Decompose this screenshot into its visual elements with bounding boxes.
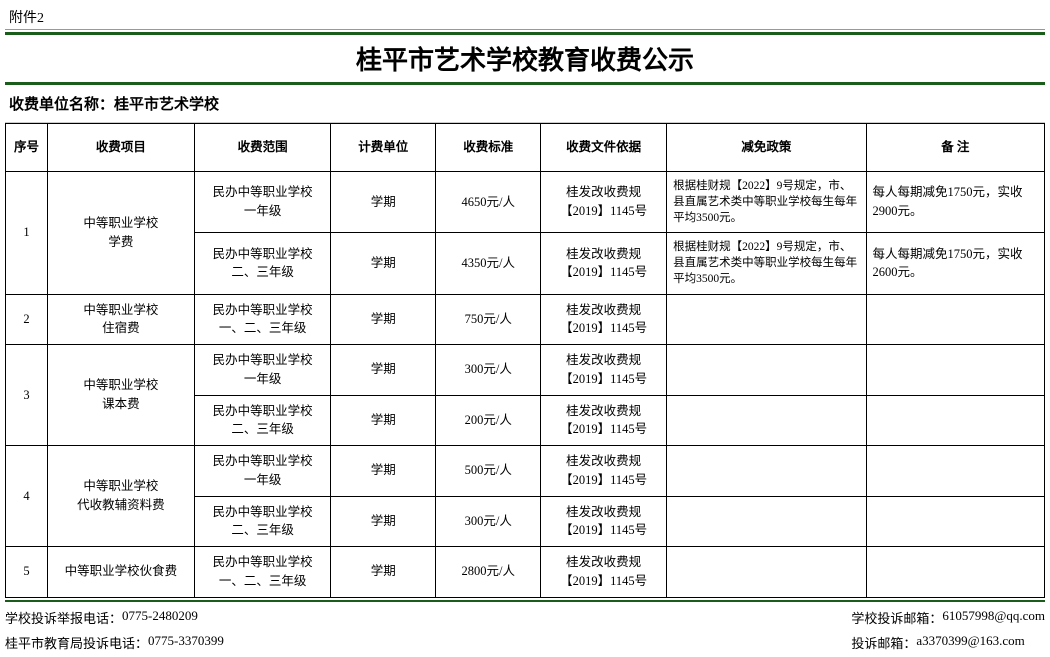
cell-remark [866, 496, 1044, 547]
cell-no: 5 [6, 547, 48, 598]
cell-policy [667, 446, 866, 497]
cell-scope: 民办中等职业学校 二、三年级 [194, 233, 330, 294]
cell-standard: 500元/人 [436, 446, 541, 497]
cell-item: 中等职业学校伙食费 [47, 547, 194, 598]
footer-row: 学校投诉举报电话：0775-2480209 [5, 608, 224, 627]
title-bar: 桂平市艺术学校教育收费公示 [5, 32, 1045, 85]
fee-table: 序号 收费项目 收费范围 计费单位 收费标准 收费文件依据 减免政策 备 注 1… [5, 123, 1045, 598]
cell-remark: 每人每期减免1750元，实收2900元。 [866, 172, 1044, 233]
cell-basis: 桂发改收费规 【2019】1145号 [541, 233, 667, 294]
cell-policy [667, 294, 866, 345]
cell-standard: 4350元/人 [436, 233, 541, 294]
footer-value: a3370399@163.com [916, 633, 1024, 652]
cell-policy [667, 547, 866, 598]
cell-basis: 桂发改收费规 【2019】1145号 [541, 547, 667, 598]
cell-standard: 2800元/人 [436, 547, 541, 598]
cell-unit: 学期 [331, 395, 436, 446]
cell-basis: 桂发改收费规 【2019】1145号 [541, 446, 667, 497]
unit-name-row: 收费单位名称：桂平市艺术学校 [5, 85, 1045, 123]
cell-scope: 民办中等职业学校 一年级 [194, 172, 330, 233]
th-standard: 收费标准 [436, 124, 541, 172]
cell-scope: 民办中等职业学校 一、二、三年级 [194, 547, 330, 598]
footer: 学校投诉举报电话：0775-2480209 桂平市教育局投诉电话：0775-337… [5, 600, 1045, 652]
cell-basis: 桂发改收费规 【2019】1145号 [541, 172, 667, 233]
cell-remark [866, 294, 1044, 345]
cell-scope: 民办中等职业学校 一年级 [194, 446, 330, 497]
footer-left: 学校投诉举报电话：0775-2480209 桂平市教育局投诉电话：0775-337… [5, 608, 224, 652]
cell-basis: 桂发改收费规 【2019】1145号 [541, 294, 667, 345]
cell-item: 中等职业学校 住宿费 [47, 294, 194, 345]
th-scope: 收费范围 [194, 124, 330, 172]
cell-standard: 200元/人 [436, 395, 541, 446]
cell-basis: 桂发改收费规 【2019】1145号 [541, 496, 667, 547]
footer-value: 0775-2480209 [122, 608, 198, 627]
cell-unit: 学期 [331, 345, 436, 396]
cell-basis: 桂发改收费规 【2019】1145号 [541, 345, 667, 396]
cell-unit: 学期 [331, 446, 436, 497]
unit-prefix: 收费单位名称： [9, 97, 114, 113]
cell-no: 1 [6, 172, 48, 295]
table-row: 5中等职业学校伙食费民办中等职业学校 一、二、三年级学期2800元/人桂发改收费… [6, 547, 1045, 598]
footer-label: 学校投诉举报电话： [5, 608, 122, 627]
cell-policy [667, 395, 866, 446]
cell-basis: 桂发改收费规 【2019】1145号 [541, 395, 667, 446]
cell-policy: 根据桂财规【2022】9号规定，市、县直属艺术类中等职业学校每生每年平均3500… [667, 233, 866, 294]
cell-remark [866, 446, 1044, 497]
attachment-label: 附件2 [5, 5, 1045, 30]
cell-standard: 300元/人 [436, 496, 541, 547]
footer-label: 桂平市教育局投诉电话： [5, 633, 148, 652]
table-row: 3中等职业学校 课本费民办中等职业学校 一年级学期300元/人桂发改收费规 【2… [6, 345, 1045, 396]
footer-row: 桂平市教育局投诉电话：0775-3370399 [5, 633, 224, 652]
cell-item: 中等职业学校 课本费 [47, 345, 194, 446]
cell-no: 3 [6, 345, 48, 446]
footer-label: 投诉邮箱： [851, 633, 916, 652]
cell-unit: 学期 [331, 294, 436, 345]
cell-standard: 4650元/人 [436, 172, 541, 233]
cell-standard: 750元/人 [436, 294, 541, 345]
footer-label: 学校投诉邮箱： [851, 608, 942, 627]
footer-right: 学校投诉邮箱：61057998@qq.com 投诉邮箱：a3370399@163.… [851, 608, 1045, 652]
footer-row: 投诉邮箱：a3370399@163.com [851, 633, 1045, 652]
footer-value: 61057998@qq.com [942, 608, 1045, 627]
cell-scope: 民办中等职业学校 一、二、三年级 [194, 294, 330, 345]
cell-scope: 民办中等职业学校 二、三年级 [194, 496, 330, 547]
th-remark: 备 注 [866, 124, 1044, 172]
cell-scope: 民办中等职业学校 二、三年级 [194, 395, 330, 446]
cell-unit: 学期 [331, 233, 436, 294]
cell-unit: 学期 [331, 172, 436, 233]
cell-remark: 每人每期减免1750元，实收2600元。 [866, 233, 1044, 294]
cell-no: 2 [6, 294, 48, 345]
cell-item: 中等职业学校 代收教辅资料费 [47, 446, 194, 547]
cell-remark [866, 395, 1044, 446]
table-row: 2中等职业学校 住宿费民办中等职业学校 一、二、三年级学期750元/人桂发改收费… [6, 294, 1045, 345]
cell-standard: 300元/人 [436, 345, 541, 396]
cell-scope: 民办中等职业学校 一年级 [194, 345, 330, 396]
cell-no: 4 [6, 446, 48, 547]
cell-policy: 根据桂财规【2022】9号规定，市、县直属艺术类中等职业学校每生每年平均3500… [667, 172, 866, 233]
th-unit: 计费单位 [331, 124, 436, 172]
cell-remark [866, 547, 1044, 598]
cell-unit: 学期 [331, 496, 436, 547]
th-policy: 减免政策 [667, 124, 866, 172]
table-row: 1中等职业学校 学费民办中等职业学校 一年级学期4650元/人桂发改收费规 【2… [6, 172, 1045, 233]
cell-policy [667, 496, 866, 547]
table-header-row: 序号 收费项目 收费范围 计费单位 收费标准 收费文件依据 减免政策 备 注 [6, 124, 1045, 172]
footer-value: 0775-3370399 [148, 633, 224, 652]
cell-unit: 学期 [331, 547, 436, 598]
th-no: 序号 [6, 124, 48, 172]
th-basis: 收费文件依据 [541, 124, 667, 172]
table-row: 4中等职业学校 代收教辅资料费民办中等职业学校 一年级学期500元/人桂发改收费… [6, 446, 1045, 497]
cell-policy [667, 345, 866, 396]
th-item: 收费项目 [47, 124, 194, 172]
footer-row: 学校投诉邮箱：61057998@qq.com [851, 608, 1045, 627]
page-title: 桂平市艺术学校教育收费公示 [5, 40, 1045, 77]
unit-name: 桂平市艺术学校 [114, 97, 219, 113]
cell-remark [866, 345, 1044, 396]
cell-item: 中等职业学校 学费 [47, 172, 194, 295]
